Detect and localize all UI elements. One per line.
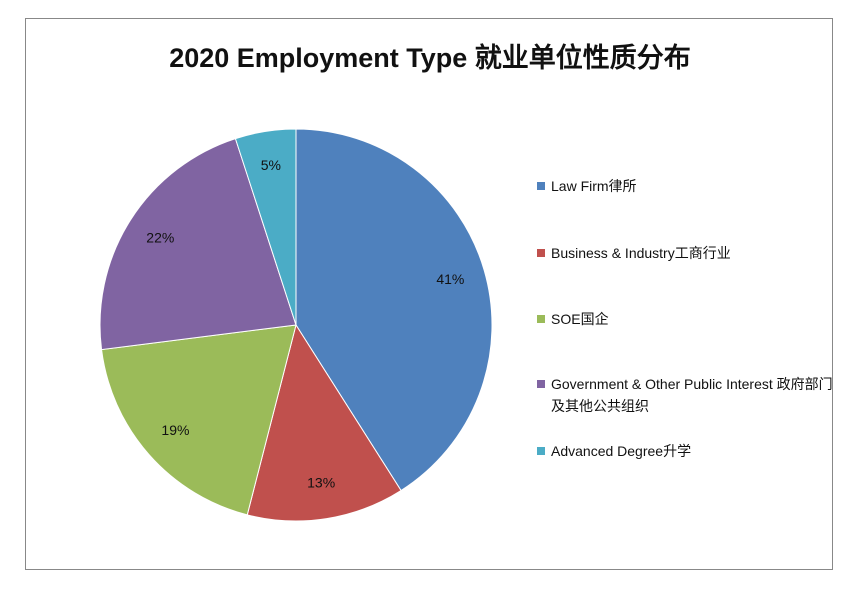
legend-item: Government & Other Public Interest 政府部门及… bbox=[537, 373, 841, 417]
pie-slice bbox=[246, 323, 402, 522]
legend-item: Advanced Degree升学 bbox=[537, 440, 841, 462]
legend-swatch bbox=[537, 447, 545, 455]
legend-swatch bbox=[537, 182, 545, 190]
data-label: 13% bbox=[307, 474, 335, 490]
chart-title: 2020 Employment Type 就业单位性质分布 bbox=[169, 43, 691, 73]
legend-label: Business & Industry工商行业 bbox=[551, 245, 731, 261]
legend-label: Advanced Degree升学 bbox=[551, 443, 692, 459]
data-label: 5% bbox=[261, 157, 281, 173]
legend-item: Business & Industry工商行业 bbox=[537, 242, 841, 264]
data-label: 19% bbox=[161, 422, 189, 438]
legend-label: Law Firm律所 bbox=[551, 178, 637, 194]
legend-label: SOE国企 bbox=[551, 311, 609, 327]
pie-slice bbox=[295, 128, 493, 492]
legend-item: SOE国企 bbox=[537, 308, 841, 330]
legend-swatch bbox=[537, 315, 545, 323]
legend-item: Law Firm律所 bbox=[537, 175, 841, 197]
legend-swatch bbox=[537, 249, 545, 257]
legend-label: Government & Other Public Interest 政府部门及… bbox=[551, 376, 833, 414]
pie-slice bbox=[99, 137, 297, 351]
pie-slice bbox=[234, 128, 297, 326]
pie-slice bbox=[100, 324, 297, 516]
data-label: 22% bbox=[146, 230, 174, 246]
data-label: 41% bbox=[436, 271, 464, 287]
chart-frame bbox=[25, 18, 833, 570]
legend-swatch bbox=[537, 380, 545, 388]
